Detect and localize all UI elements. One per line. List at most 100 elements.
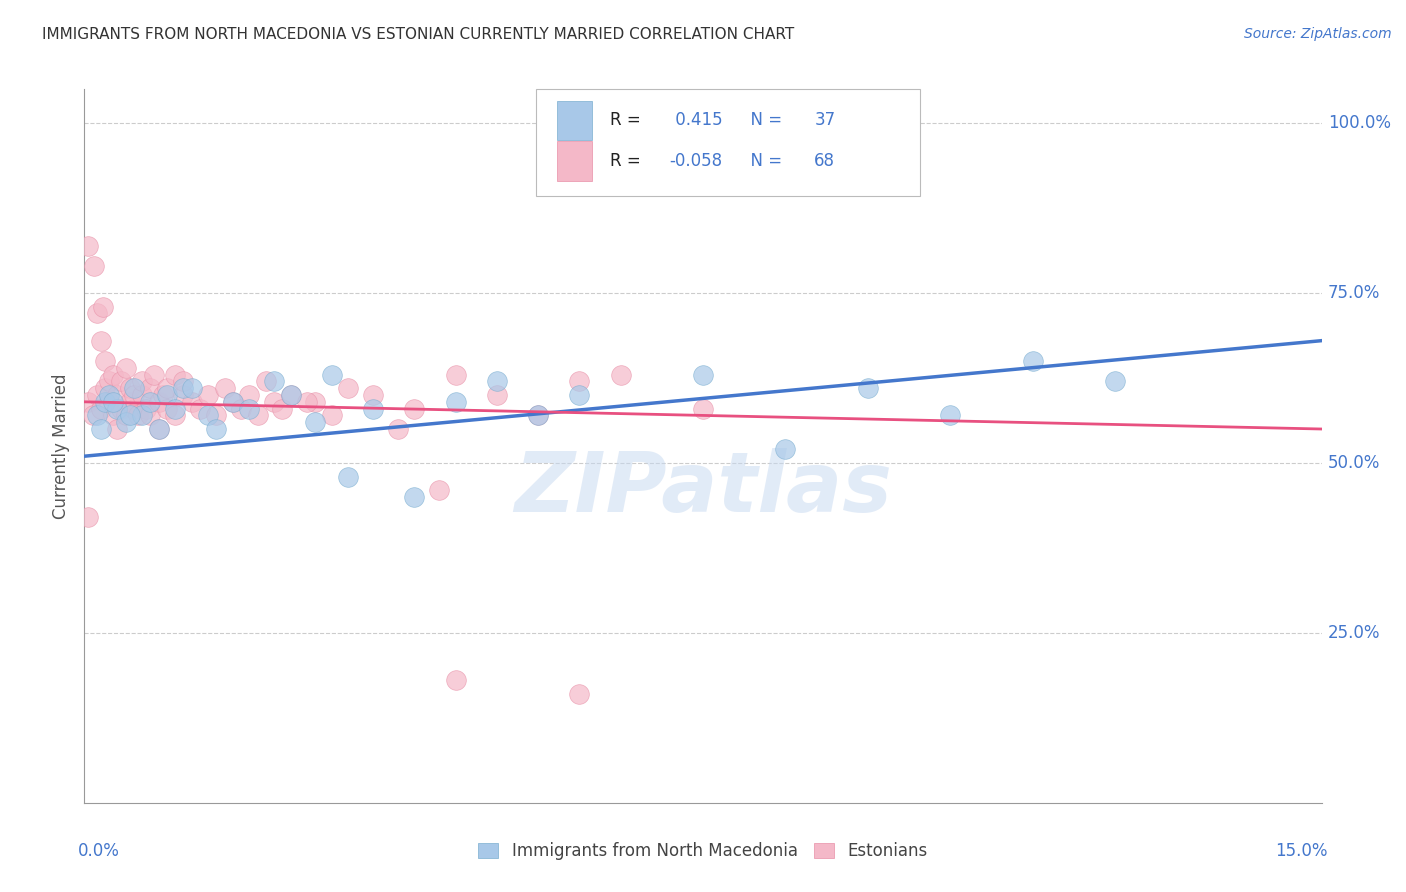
Point	[361, 388, 384, 402]
Point	[86, 388, 108, 402]
Point	[110, 375, 132, 389]
Point	[165, 409, 187, 423]
Point	[609, 368, 631, 382]
Point	[404, 401, 426, 416]
Point	[485, 375, 508, 389]
Point	[156, 388, 179, 402]
Point	[139, 409, 162, 423]
Point	[1104, 375, 1126, 389]
Point	[295, 394, 318, 409]
Point	[103, 368, 125, 382]
Point	[939, 409, 962, 423]
Point	[122, 401, 145, 416]
Point	[304, 394, 326, 409]
Legend: Immigrants from North Macedonia, Estonians: Immigrants from North Macedonia, Estonia…	[471, 836, 935, 867]
Point	[444, 673, 467, 688]
Point	[105, 388, 128, 402]
Point	[165, 401, 187, 416]
Text: 0.415: 0.415	[669, 111, 723, 128]
Point	[152, 388, 174, 402]
Point	[91, 300, 114, 314]
Point	[86, 306, 108, 320]
Point	[775, 442, 797, 457]
Point	[205, 409, 228, 423]
Text: 75.0%: 75.0%	[1327, 284, 1381, 302]
Point	[527, 409, 550, 423]
Point	[197, 409, 219, 423]
Point	[77, 510, 100, 524]
Point	[337, 469, 360, 483]
Text: -0.058: -0.058	[669, 152, 723, 169]
Point	[148, 422, 170, 436]
Point	[105, 422, 128, 436]
Point	[131, 388, 153, 402]
Point	[568, 388, 591, 402]
Text: 25.0%: 25.0%	[1327, 624, 1381, 642]
Point	[229, 401, 252, 416]
Point	[254, 375, 277, 389]
Point	[1022, 354, 1045, 368]
FancyBboxPatch shape	[536, 89, 920, 196]
Point	[94, 381, 117, 395]
Point	[98, 388, 121, 402]
Point	[135, 401, 157, 416]
Point	[139, 381, 162, 395]
Point	[114, 415, 136, 429]
Point	[139, 394, 162, 409]
Point	[280, 388, 302, 402]
Point	[131, 375, 153, 389]
FancyBboxPatch shape	[557, 141, 592, 180]
Point	[118, 409, 141, 423]
Point	[692, 368, 714, 382]
Y-axis label: Currently Married: Currently Married	[52, 373, 70, 519]
Point	[527, 409, 550, 423]
Text: Source: ZipAtlas.com: Source: ZipAtlas.com	[1244, 27, 1392, 41]
Point	[321, 409, 343, 423]
Text: N =: N =	[740, 152, 787, 169]
Point	[90, 334, 112, 348]
Text: 100.0%: 100.0%	[1327, 114, 1391, 132]
Text: R =: R =	[610, 111, 647, 128]
Point	[82, 409, 104, 423]
Text: R =: R =	[610, 152, 647, 169]
Point	[568, 375, 591, 389]
Point	[444, 368, 467, 382]
Point	[238, 401, 260, 416]
Point	[148, 394, 170, 409]
Point	[156, 401, 179, 416]
Text: 68: 68	[814, 152, 835, 169]
Text: 37: 37	[814, 111, 835, 128]
Point	[77, 238, 100, 252]
Point	[280, 388, 302, 402]
Point	[387, 422, 409, 436]
Text: ZIPatlas: ZIPatlas	[515, 449, 891, 529]
Point	[180, 381, 202, 395]
Point	[692, 401, 714, 416]
Point	[427, 483, 450, 498]
Point	[568, 687, 591, 701]
Point	[114, 409, 136, 423]
Point	[205, 422, 228, 436]
Point	[98, 394, 121, 409]
Text: 15.0%: 15.0%	[1275, 842, 1327, 860]
Point	[856, 381, 879, 395]
Point	[485, 388, 508, 402]
FancyBboxPatch shape	[557, 101, 592, 140]
Point	[98, 375, 121, 389]
Point	[118, 381, 141, 395]
Point	[105, 401, 128, 416]
Point	[90, 422, 112, 436]
Point	[77, 394, 100, 409]
Point	[188, 401, 211, 416]
Point	[143, 368, 166, 382]
Point	[118, 394, 141, 409]
Point	[263, 394, 285, 409]
Point	[156, 381, 179, 395]
Point	[94, 354, 117, 368]
Point	[172, 381, 194, 395]
Point	[337, 381, 360, 395]
Point	[238, 388, 260, 402]
Point	[110, 401, 132, 416]
Text: N =: N =	[740, 111, 787, 128]
Point	[103, 394, 125, 409]
